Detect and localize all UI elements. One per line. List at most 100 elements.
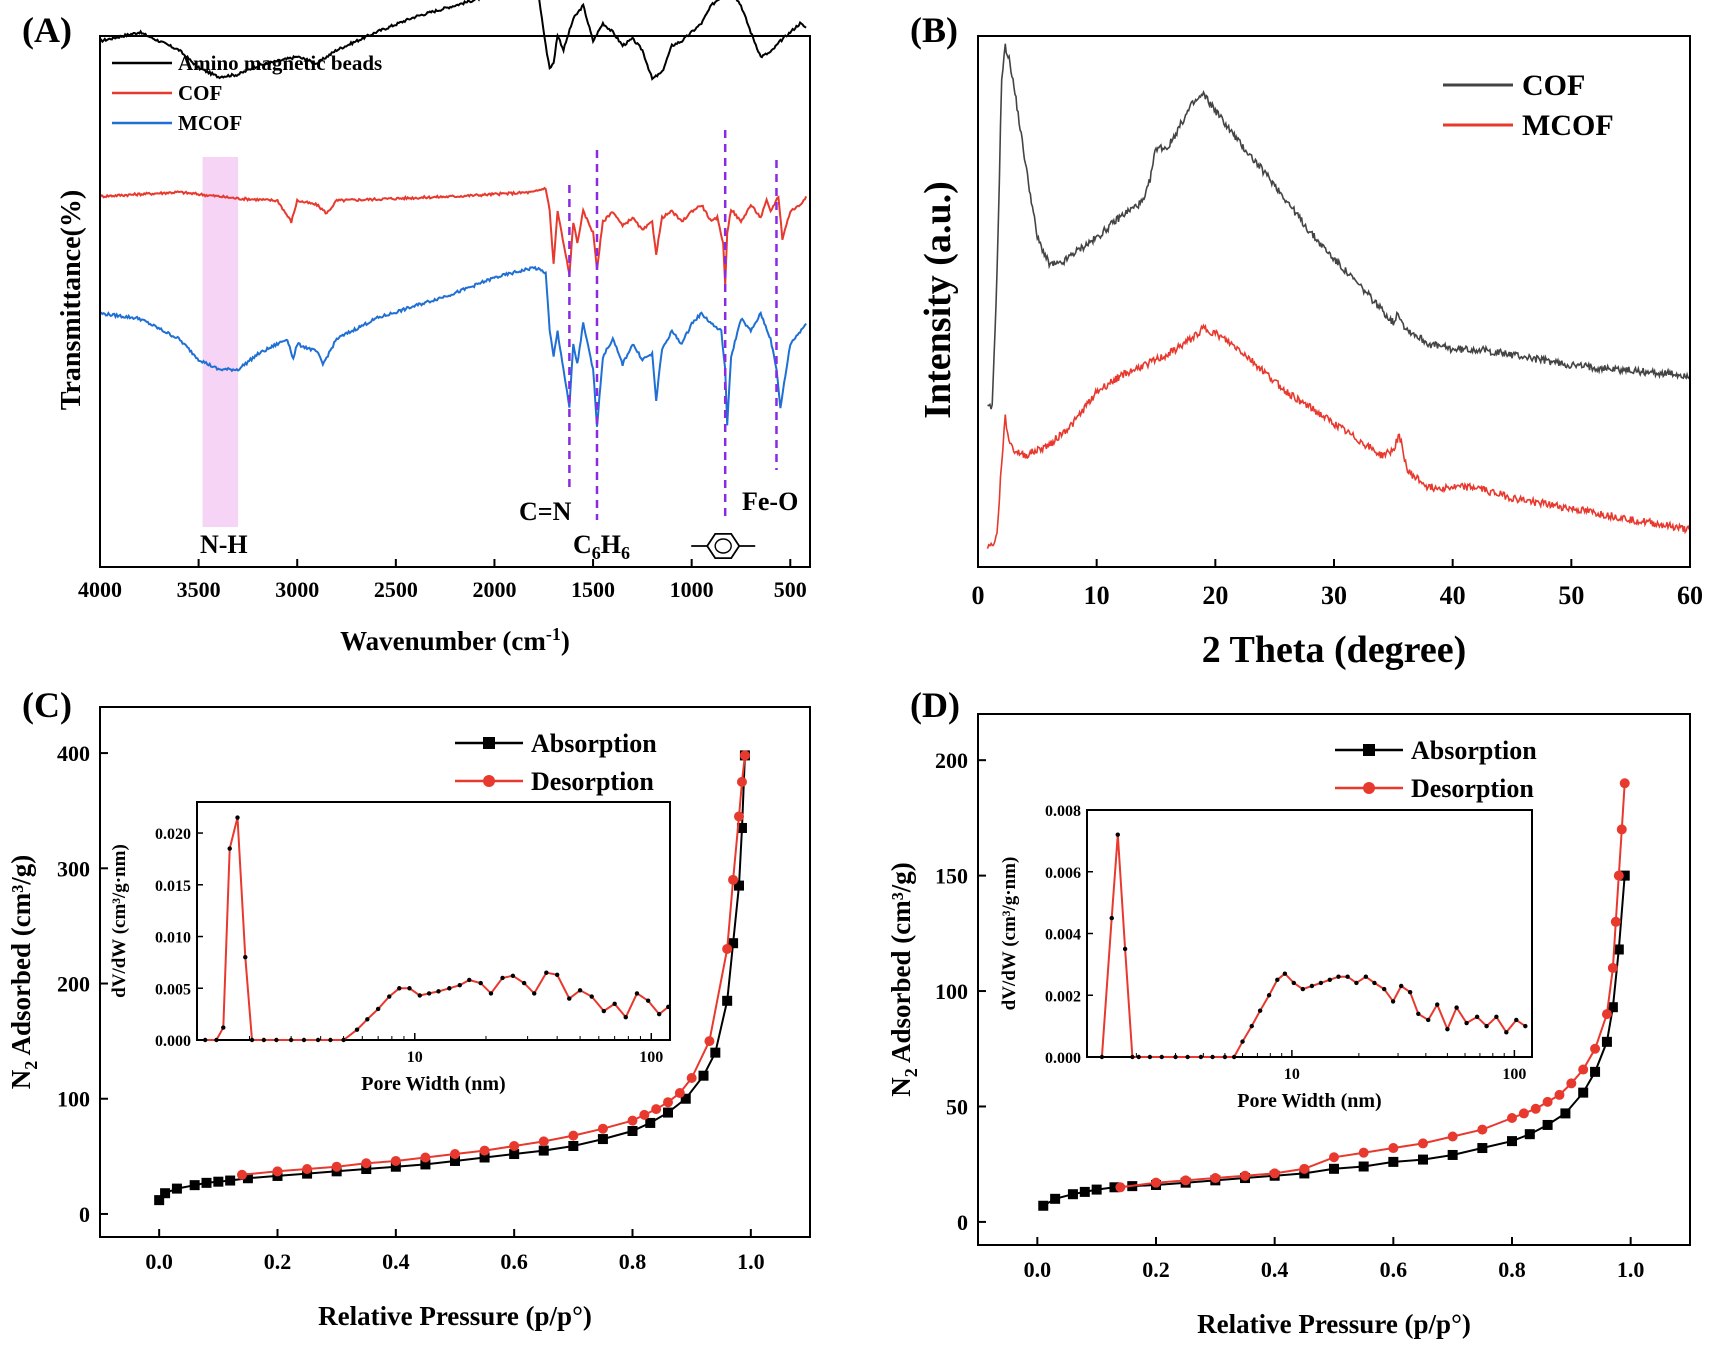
y-axis-title-tail: Adsorbed (cm³/g) bbox=[886, 862, 916, 1068]
data-point-square bbox=[1091, 1184, 1102, 1195]
inset-data-point bbox=[1504, 1030, 1509, 1035]
data-point-square bbox=[450, 1155, 460, 1166]
inset-data-point bbox=[1445, 1027, 1450, 1032]
panel-frame bbox=[977, 713, 1691, 1246]
data-point-square bbox=[1038, 1200, 1049, 1211]
data-point-circle bbox=[390, 1155, 401, 1166]
inset-data-point bbox=[203, 1037, 208, 1043]
x-tick-label: 1000 bbox=[670, 577, 714, 602]
data-point-square bbox=[698, 1070, 709, 1081]
inset-data-point bbox=[1147, 1054, 1153, 1060]
data-point-square bbox=[734, 880, 744, 891]
inset-data-point bbox=[1249, 1023, 1254, 1029]
inset-y-tick-label: 0.020 bbox=[155, 826, 191, 843]
inset-data-point bbox=[567, 996, 572, 1001]
inset-data-point bbox=[301, 1037, 307, 1043]
data-point-circle bbox=[1418, 1138, 1428, 1149]
x-tick-label: 0.8 bbox=[619, 1249, 647, 1274]
legend-label: Desorption bbox=[531, 767, 654, 796]
data-point-circle bbox=[538, 1136, 549, 1147]
inset-data-point bbox=[315, 1037, 321, 1043]
inset-data-point bbox=[1435, 1002, 1440, 1007]
data-point-square bbox=[1067, 1189, 1078, 1200]
data-point-circle bbox=[1601, 1009, 1612, 1020]
inset-data-point bbox=[447, 986, 452, 991]
data-point-square bbox=[680, 1093, 691, 1104]
data-point-square bbox=[1619, 870, 1630, 881]
data-point-circle bbox=[1590, 1043, 1601, 1054]
inset-data-point bbox=[221, 1025, 226, 1030]
data-point-circle bbox=[1210, 1173, 1221, 1184]
data-point-square bbox=[627, 1126, 638, 1136]
inset-data-point bbox=[645, 998, 651, 1003]
data-point-square bbox=[1542, 1119, 1553, 1130]
inset-data-point bbox=[510, 973, 516, 979]
inset-y-tick-label: 0.000 bbox=[155, 1033, 191, 1050]
annotation-c6h6: C6H6 bbox=[573, 530, 630, 563]
data-point-circle bbox=[450, 1149, 460, 1160]
x-tick-label: 3000 bbox=[275, 577, 319, 602]
data-point-square bbox=[1329, 1163, 1339, 1174]
data-point-circle bbox=[1507, 1113, 1517, 1124]
inset-data-point bbox=[1363, 974, 1369, 979]
annotation-cn: C=N bbox=[519, 497, 572, 526]
data-point-circle bbox=[597, 1123, 608, 1134]
data-point-square bbox=[1418, 1154, 1428, 1165]
y-tick-label: 100 bbox=[935, 979, 968, 1004]
data-point-circle bbox=[1616, 824, 1627, 835]
data-point-circle bbox=[704, 1036, 715, 1047]
data-point-circle bbox=[739, 750, 750, 761]
inset-data-point bbox=[1099, 1054, 1105, 1060]
inset-y-axis-title: dV/dW (cm³/g·nm) bbox=[999, 857, 1020, 1011]
xrd-line-mcof bbox=[986, 323, 1691, 549]
panel-c-label: (C) bbox=[22, 685, 72, 725]
panel-d: (D) 0.0 0.2 0.4 0.6 0.8 1.0 0 50 100 150 200 Relativ… bbox=[886, 685, 1691, 1339]
data-point-circle bbox=[722, 943, 733, 954]
x-tick-label: 0.4 bbox=[382, 1249, 410, 1274]
data-point-square bbox=[189, 1180, 200, 1191]
benzene-ring-inner bbox=[714, 538, 732, 554]
data-point-square bbox=[509, 1149, 520, 1160]
data-point-circle bbox=[331, 1161, 342, 1172]
inset-data-point bbox=[656, 1011, 662, 1017]
benzene-ring-icon bbox=[691, 533, 756, 559]
data-point-circle bbox=[1388, 1143, 1399, 1154]
data-point-circle bbox=[509, 1140, 520, 1151]
inset-data-point bbox=[601, 1008, 607, 1014]
inset-data-point bbox=[1523, 1023, 1528, 1029]
inset-data-point bbox=[1136, 1054, 1141, 1060]
legend-label: COF bbox=[178, 81, 222, 105]
y-tick-label: 200 bbox=[57, 972, 90, 997]
x-tick-label: 40 bbox=[1440, 581, 1466, 610]
data-point-circle bbox=[1180, 1175, 1191, 1186]
y-tick-label: 400 bbox=[57, 741, 90, 766]
data-point-circle bbox=[1447, 1131, 1458, 1142]
data-point-square bbox=[1079, 1186, 1090, 1197]
y-axis-title: Intensity (a.u.) bbox=[917, 181, 959, 419]
data-point-circle bbox=[1518, 1108, 1529, 1119]
data-point-square bbox=[420, 1159, 431, 1170]
inset-data-point bbox=[1210, 1054, 1215, 1060]
x-tick-label: 1.0 bbox=[1617, 1257, 1645, 1282]
annotation-c6h6-h: H bbox=[601, 530, 621, 559]
legend-label: Amino magnetic beads bbox=[178, 51, 382, 75]
data-point-square bbox=[645, 1117, 656, 1128]
y-axis-title: Transmittance(%) bbox=[56, 190, 87, 410]
panel-c: (C) 0.0 0.2 0.4 0.6 0.8 1.0 0 100 200 300 400 Relati… bbox=[6, 685, 811, 1331]
data-point-square bbox=[728, 938, 739, 949]
data-point-square bbox=[1590, 1066, 1601, 1077]
data-point-square bbox=[1109, 1182, 1120, 1193]
data-point-square bbox=[213, 1176, 224, 1187]
inset-y-axis-title: dV/dW (cm³/g·nm) bbox=[109, 844, 130, 998]
inset-x-axis-title: Pore Width (nm) bbox=[361, 1073, 505, 1095]
data-point-square bbox=[1601, 1036, 1612, 1047]
inset-data-point bbox=[397, 986, 402, 991]
y-tick-label: 200 bbox=[935, 748, 968, 773]
inset-data-point bbox=[1494, 1014, 1499, 1020]
legend-label: Desorption bbox=[1411, 774, 1534, 803]
inset-data-point bbox=[1464, 1020, 1469, 1026]
inset-data-point bbox=[1407, 989, 1413, 995]
annotation-c6h6-sub2: 6 bbox=[621, 543, 630, 563]
annotation-nh: N-H bbox=[200, 530, 248, 559]
